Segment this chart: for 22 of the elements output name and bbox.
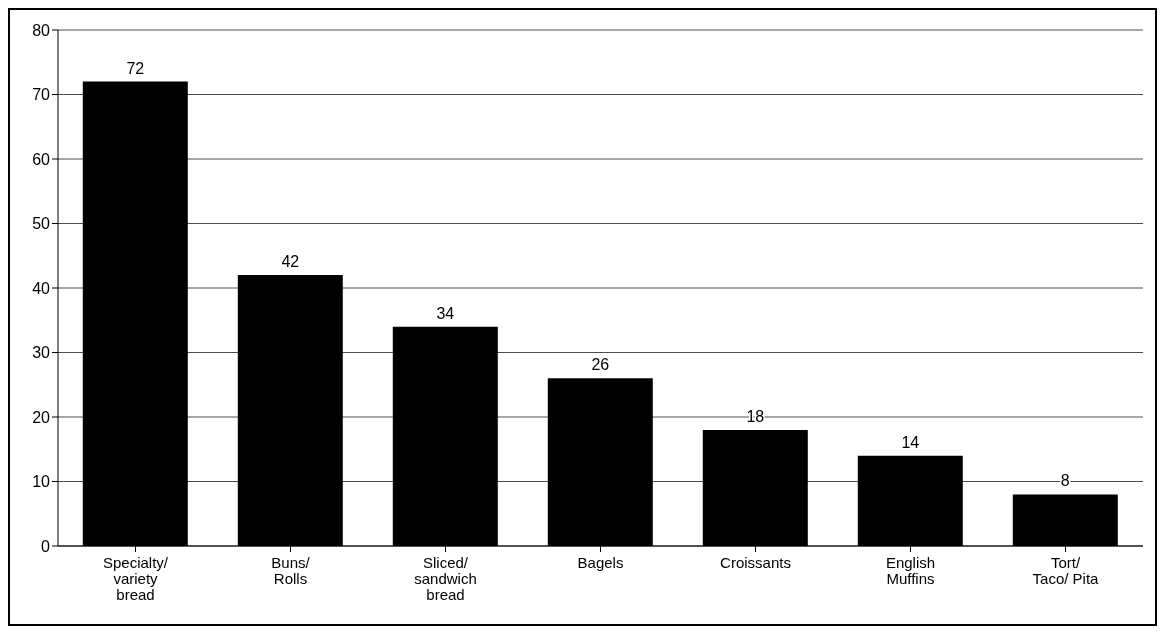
- data-label: 26: [591, 356, 610, 374]
- x-tick-label: Specialty/ variety bread: [102, 554, 169, 603]
- data-label: 34: [436, 304, 455, 322]
- x-tick-label: Tort/ Taco/ Pita: [1032, 554, 1100, 587]
- y-tick-label: 60: [32, 150, 51, 168]
- data-label: 42: [281, 253, 300, 271]
- y-tick-label: 70: [32, 86, 51, 104]
- x-tick-label: Buns/ Rolls: [271, 554, 311, 587]
- x-tick-label: English Muffins: [885, 554, 936, 587]
- x-tick-label: Croissants: [720, 554, 791, 571]
- y-tick-label: 0: [41, 537, 51, 555]
- y-tick-label: 50: [32, 215, 51, 233]
- y-tick-label: 10: [32, 473, 51, 491]
- y-tick-label: 40: [32, 279, 51, 297]
- y-tick-label: 80: [32, 21, 51, 39]
- data-label: 18: [746, 407, 765, 425]
- y-tick-label: 20: [32, 408, 51, 426]
- x-tick-label: Sliced/ sandwich bread: [414, 554, 477, 603]
- y-tick-label: 30: [32, 344, 51, 362]
- data-label: 72: [126, 59, 145, 77]
- data-label: 14: [901, 433, 920, 451]
- x-tick-label: Bagels: [577, 554, 624, 571]
